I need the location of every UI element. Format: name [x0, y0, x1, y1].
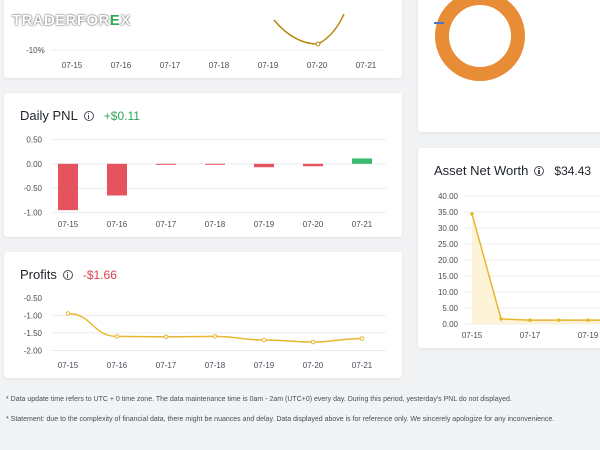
x-tick-label: 07-20 — [307, 61, 328, 70]
net-worth-area — [472, 213, 600, 324]
data-point — [315, 41, 321, 47]
data-point — [261, 337, 267, 343]
daily-pnl-card: Daily PNL +$0.11 0.50 0.00 -0.50 -1.00 07-15… — [4, 93, 402, 237]
x-tick-label: 07-21 — [356, 61, 377, 70]
x-tick-label: 07-18 — [209, 61, 230, 70]
donut-segment — [435, 0, 525, 81]
profits-line-chart: -0.50 -1.00 -1.50 -2.00 07-15 07-16 07-17 07-18… — [24, 294, 386, 370]
x-tick-label: 07-15 — [58, 220, 79, 229]
y-tick-label: 35.00 — [438, 208, 459, 217]
pnl-bar — [107, 163, 127, 196]
data-point — [163, 334, 169, 340]
x-tick-label: 07-21 — [352, 361, 373, 370]
y-tick-label: -1.00 — [24, 209, 43, 218]
x-tick-label: 07-19 — [578, 331, 599, 340]
pnl-bar — [58, 163, 78, 211]
y-tick-label: -1.50 — [24, 329, 43, 338]
brand-logo: TRADERFOREX — [12, 12, 131, 29]
y-tick-label: 40.00 — [438, 192, 459, 201]
data-point — [499, 317, 503, 321]
x-tick-label: 07-15 — [58, 361, 79, 370]
top-line-chart: -10% 07-15 07-16 07-17 07-18 07-19 07-20 07-21 — [26, 13, 384, 70]
x-tick-label: 07-20 — [303, 361, 324, 370]
y-tick-label: 5.00 — [442, 304, 458, 313]
data-point — [528, 318, 532, 322]
x-tick-label: 07-15 — [462, 331, 483, 340]
net-worth-line — [471, 213, 600, 321]
x-tick-label: 07-17 — [156, 361, 177, 370]
y-tick-label: -10% — [26, 46, 45, 55]
daily-pnl-bar-chart: 0.50 0.00 -0.50 -1.00 07-15 07-16 07-17 07-18 07… — [24, 135, 386, 229]
y-tick-label: 0.00 — [442, 320, 458, 329]
x-tick-label: 07-19 — [254, 220, 275, 229]
x-tick-label: 07-17 — [520, 331, 541, 340]
statement-note: * Statement: due to the complexity of fi… — [6, 416, 555, 423]
y-tick-label: -1.00 — [24, 311, 43, 320]
y-tick-label: 15.00 — [438, 272, 459, 281]
pnl-bar — [205, 163, 225, 165]
x-tick-label: 07-20 — [303, 220, 324, 229]
pnl-bar — [303, 163, 323, 167]
x-tick-label: 07-15 — [62, 61, 83, 70]
daily-pnl-title: Daily PNL — [20, 108, 78, 123]
pnl-bar — [156, 163, 176, 165]
y-tick-label: 0.50 — [26, 135, 42, 144]
x-tick-label: 07-16 — [111, 61, 132, 70]
pnl-bar — [352, 158, 372, 164]
x-tick-label: 07-16 — [107, 361, 128, 370]
asset-net-worth-value: $34.43 — [554, 163, 592, 178]
y-tick-label: -0.50 — [24, 294, 43, 303]
x-tick-label: 07-18 — [205, 361, 226, 370]
y-tick-label: 25.00 — [438, 240, 459, 249]
asset-net-worth-title: Asset Net Worth — [434, 163, 529, 178]
y-tick-label: 20.00 — [438, 256, 459, 265]
x-tick-label: 07-16 — [107, 220, 128, 229]
info-icon[interactable] — [62, 269, 73, 280]
data-point — [557, 318, 561, 322]
data-point — [586, 318, 590, 322]
info-icon[interactable] — [534, 165, 545, 176]
donut-accent — [434, 22, 444, 24]
x-tick-label: 07-17 — [156, 220, 177, 229]
profits-value: -$1.66 — [82, 267, 117, 282]
x-tick-label: 07-21 — [352, 220, 373, 229]
asset-net-worth-card: Asset Net Worth $34.43 40.00 35.00 30.00 25… — [418, 148, 600, 348]
asset-net-worth-area-chart: 40.00 35.00 30.00 25.00 20.00 15.00 10.00 5.00 0… — [438, 192, 600, 340]
y-tick-label: -2.00 — [24, 346, 43, 355]
x-tick-label: 07-18 — [205, 220, 226, 229]
y-tick-label: 30.00 — [438, 224, 459, 233]
series-line — [273, 13, 345, 45]
x-tick-label: 07-19 — [254, 361, 275, 370]
asset-allocation-card — [418, 0, 600, 132]
data-point — [114, 334, 120, 339]
profits-card: Profits -$1.66 -0.50 -1.00 -1.50 -2.00 07-15… — [4, 252, 402, 378]
y-tick-label: 10.00 — [438, 288, 459, 297]
data-point — [359, 336, 365, 341]
asset-donut-chart — [434, 0, 525, 81]
data-point — [310, 339, 316, 345]
pnl-bar — [254, 163, 274, 168]
profits-title: Profits — [20, 267, 57, 282]
data-point — [470, 212, 474, 216]
data-point — [65, 311, 71, 316]
top-chart-card: -10% 07-15 07-16 07-17 07-18 07-19 07-20 07-21 — [4, 0, 402, 78]
x-tick-label: 07-19 — [258, 61, 279, 70]
y-tick-label: 0.00 — [26, 160, 42, 169]
info-icon[interactable] — [83, 110, 94, 121]
y-tick-label: -0.50 — [24, 184, 43, 193]
data-update-note: * Data update time refers to UTC + 0 tim… — [6, 396, 512, 403]
data-point — [212, 334, 218, 339]
x-tick-label: 07-17 — [160, 61, 181, 70]
daily-pnl-value: +$0.11 — [103, 108, 140, 123]
